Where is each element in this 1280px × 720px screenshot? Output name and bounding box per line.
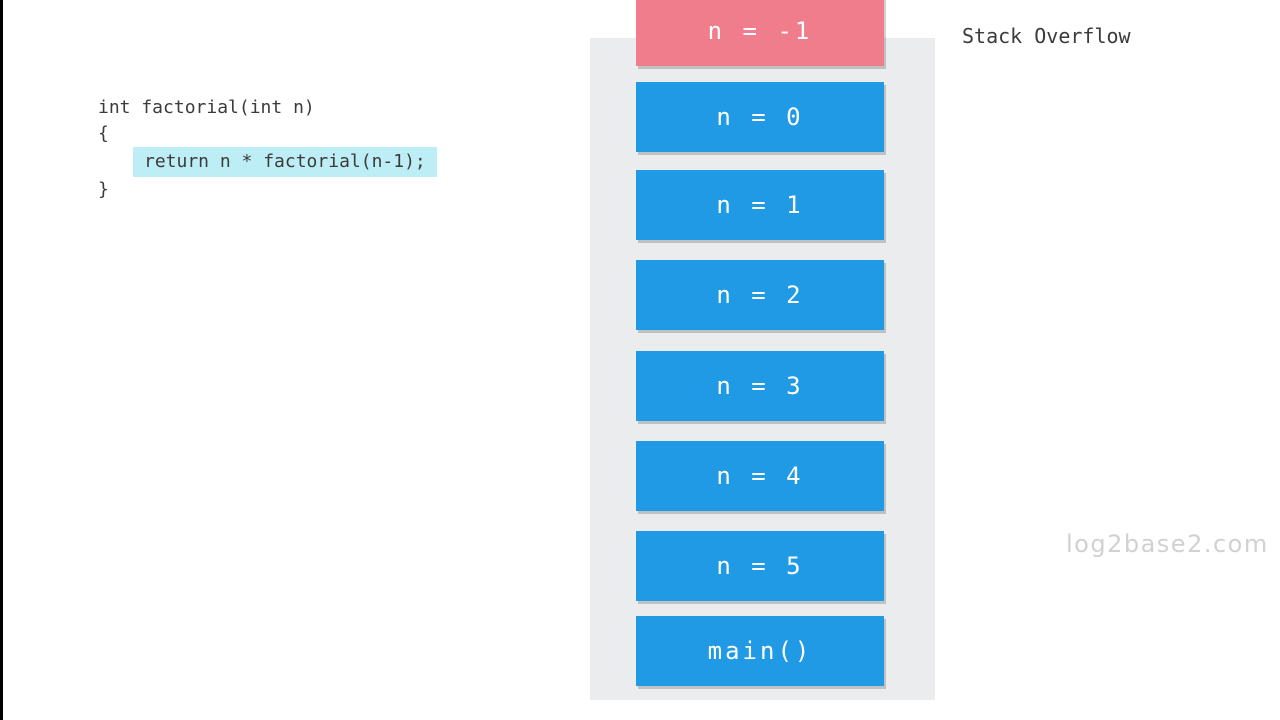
stack-frame: n = 2 bbox=[636, 260, 884, 330]
stack-frame: n = 5 bbox=[636, 531, 884, 601]
code-line-open-brace: { bbox=[98, 123, 109, 144]
stack-frame: n = 1 bbox=[636, 170, 884, 240]
stack-frame: n = 0 bbox=[636, 82, 884, 152]
left-edge-line bbox=[0, 0, 3, 720]
stack-frame-main: main() bbox=[636, 616, 884, 686]
code-line-return: return n * factorial(n-1); bbox=[98, 147, 437, 177]
code-snippet: int factorial(int n) { return n * factor… bbox=[98, 95, 437, 203]
code-line-signature: int factorial(int n) bbox=[98, 97, 315, 118]
highlighted-code-line: return n * factorial(n-1); bbox=[133, 147, 437, 177]
stack-overflow-label: Stack Overflow bbox=[962, 24, 1131, 48]
watermark: log2base2.com bbox=[1066, 530, 1269, 558]
stack-frame: n = 3 bbox=[636, 351, 884, 421]
stack-frame-overflow: n = -1 bbox=[636, 0, 884, 66]
code-line-close-brace: } bbox=[98, 179, 109, 200]
stack-frame: n = 4 bbox=[636, 441, 884, 511]
